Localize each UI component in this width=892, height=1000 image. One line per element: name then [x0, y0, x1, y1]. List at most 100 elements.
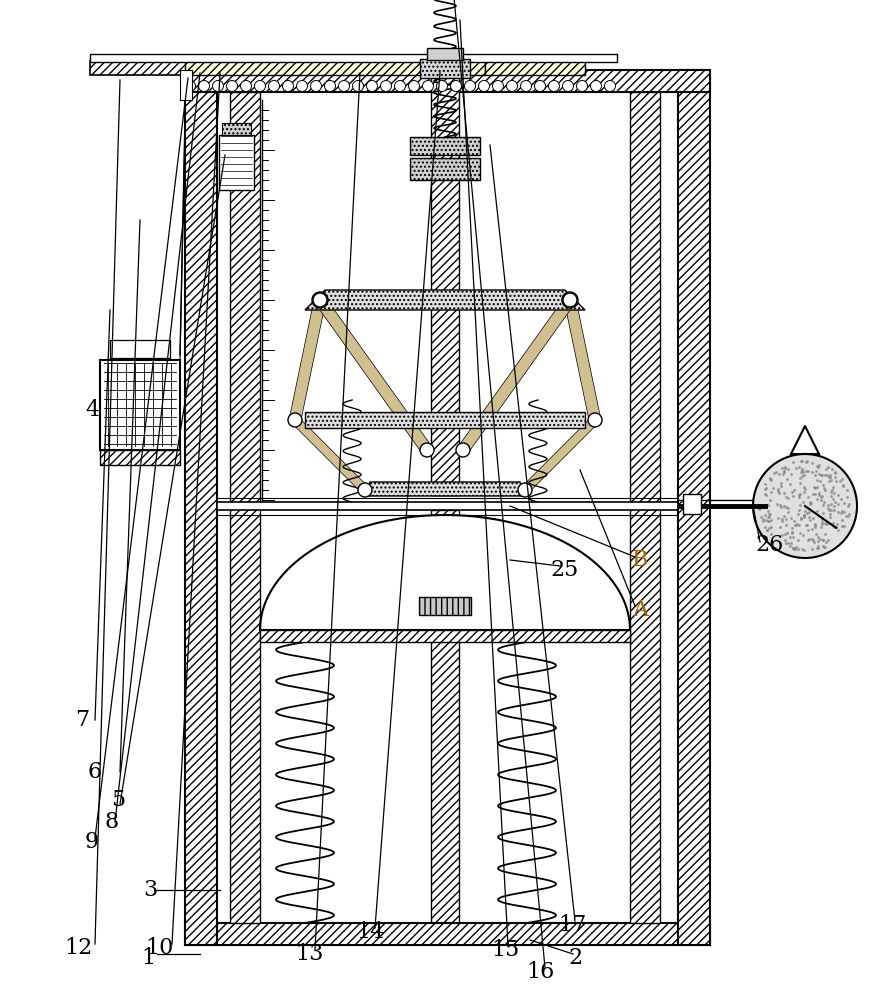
Circle shape [558, 529, 566, 536]
Bar [485, 61, 585, 75]
Circle shape [362, 527, 366, 530]
Circle shape [528, 606, 537, 615]
Circle shape [446, 621, 451, 626]
Circle shape [529, 567, 535, 574]
Text: 5: 5 [111, 789, 125, 811]
Circle shape [239, 542, 248, 551]
Bar [100, 360, 180, 450]
Circle shape [504, 613, 508, 616]
Circle shape [541, 618, 544, 622]
Circle shape [402, 525, 410, 533]
Circle shape [500, 552, 502, 555]
Circle shape [605, 601, 614, 609]
Circle shape [293, 565, 298, 570]
Circle shape [642, 574, 646, 578]
Circle shape [514, 614, 521, 621]
Circle shape [376, 598, 384, 605]
Circle shape [235, 606, 243, 614]
Circle shape [592, 581, 599, 588]
Circle shape [296, 601, 301, 606]
Circle shape [295, 536, 302, 544]
Circle shape [234, 521, 243, 530]
Circle shape [318, 513, 322, 516]
Circle shape [497, 577, 501, 582]
Circle shape [460, 589, 468, 597]
Circle shape [385, 595, 392, 602]
Circle shape [326, 613, 330, 618]
Circle shape [297, 549, 301, 554]
Circle shape [543, 520, 549, 526]
Circle shape [377, 624, 380, 628]
Circle shape [394, 569, 401, 576]
Circle shape [287, 528, 295, 536]
Circle shape [228, 549, 234, 554]
Circle shape [468, 617, 474, 622]
Circle shape [669, 610, 676, 617]
Circle shape [671, 515, 674, 518]
Circle shape [296, 81, 308, 92]
Circle shape [508, 521, 514, 526]
Circle shape [313, 552, 320, 559]
Circle shape [289, 531, 296, 538]
Circle shape [586, 529, 594, 537]
Circle shape [253, 555, 258, 560]
Circle shape [562, 292, 578, 308]
Circle shape [232, 612, 238, 618]
Circle shape [508, 564, 511, 567]
Circle shape [268, 529, 273, 535]
Circle shape [308, 512, 313, 518]
Circle shape [465, 603, 474, 612]
Circle shape [645, 589, 650, 595]
Circle shape [331, 544, 338, 552]
Circle shape [578, 588, 585, 595]
Circle shape [334, 551, 340, 557]
Circle shape [282, 516, 288, 522]
Bar [678, 70, 710, 945]
Circle shape [568, 525, 576, 532]
Circle shape [495, 608, 499, 611]
Circle shape [380, 538, 383, 541]
Circle shape [534, 81, 546, 92]
Circle shape [253, 507, 260, 513]
Circle shape [295, 597, 304, 606]
Circle shape [390, 557, 394, 561]
Circle shape [319, 586, 323, 589]
Text: 4: 4 [85, 399, 99, 421]
Circle shape [673, 576, 680, 582]
Bar [185, 70, 710, 92]
Text: 17: 17 [558, 914, 586, 936]
Circle shape [518, 513, 522, 517]
Circle shape [333, 538, 342, 547]
Circle shape [583, 512, 590, 518]
Circle shape [657, 625, 666, 634]
Circle shape [334, 549, 338, 554]
Circle shape [464, 508, 473, 516]
Circle shape [414, 596, 421, 604]
Circle shape [459, 614, 465, 620]
Circle shape [552, 619, 556, 622]
Circle shape [388, 625, 393, 630]
Circle shape [617, 579, 625, 587]
Circle shape [450, 530, 456, 536]
Circle shape [345, 622, 351, 629]
Circle shape [420, 555, 426, 561]
Circle shape [308, 564, 311, 567]
Circle shape [532, 525, 541, 534]
Circle shape [456, 443, 470, 457]
Circle shape [232, 608, 241, 617]
Circle shape [642, 560, 648, 566]
Circle shape [314, 548, 319, 554]
Circle shape [669, 582, 674, 588]
Circle shape [662, 538, 665, 542]
Circle shape [626, 550, 633, 557]
Circle shape [671, 610, 676, 616]
Circle shape [596, 622, 602, 629]
Circle shape [628, 582, 632, 585]
Circle shape [571, 585, 579, 593]
Circle shape [488, 518, 492, 523]
Circle shape [673, 606, 678, 612]
Circle shape [605, 81, 615, 92]
Circle shape [549, 81, 559, 92]
Circle shape [347, 543, 356, 551]
Circle shape [320, 561, 329, 569]
